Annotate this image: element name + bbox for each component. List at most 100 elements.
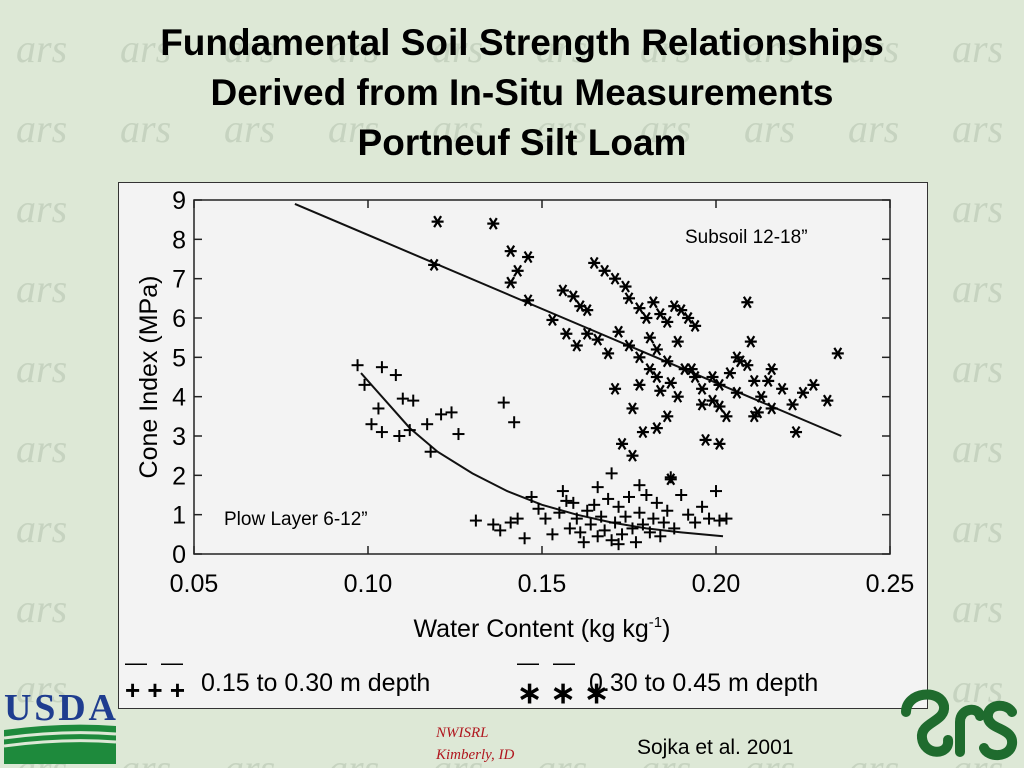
star-marker [522,250,535,264]
plus-marker [553,506,566,519]
y-tick-label: 3 [172,423,186,451]
x-axis-label: Water Content (kg kg-1) [414,614,671,643]
plus-marker [518,532,531,545]
plus-marker [616,528,629,541]
lab-name-line-2: Kimberly, ID [436,747,515,763]
star-marker [699,433,712,447]
plus-marker [668,522,681,535]
star-marker [602,347,615,360]
star-marker [650,422,663,435]
star-marker [765,402,778,415]
star-marker [807,378,820,391]
plus-marker [452,428,465,441]
fit-line-plow-layer [360,372,724,538]
plus-marker [602,492,615,505]
star-marker [504,245,517,258]
y-tick-label: 5 [172,344,186,372]
plus-marker [636,518,649,531]
star-marker [664,376,677,389]
plus-marker [584,518,597,531]
plus-marker [703,512,716,525]
star-marker [720,410,733,423]
plus-marker [661,504,674,517]
x-tick-label: 0.05 [170,570,219,598]
legend-marker-plus: + + + [125,675,185,705]
plus-marker [487,518,500,531]
plus-marker [633,506,646,519]
x-tick-label: 0.15 [518,570,567,598]
plus-marker [629,536,642,549]
star-marker [623,292,635,305]
plus-marker [375,361,388,374]
star-marker [762,374,775,388]
star-marker [744,335,757,348]
plus-marker [570,512,583,525]
lab-name-line-1: NWISRL [436,725,489,741]
plus-marker [633,479,646,492]
star-marker [626,449,639,462]
plus-marker [504,516,517,529]
plot-area [193,199,891,555]
x-axis-label-sup: -1 [649,614,662,631]
plus-marker [375,426,388,439]
star-marker [650,343,663,356]
star-marker [706,370,719,384]
plus-marker [424,445,437,458]
y-axis-ticks: 0 1 2 3 4 5 6 7 8 9 [172,187,890,569]
title-line-3: Portneuf Silt Loam [357,122,687,163]
plus-marker [546,528,559,541]
y-tick-label: 1 [172,502,186,530]
plus-marker [469,514,482,527]
fit-lines [294,202,842,538]
plus-marker [640,489,653,501]
plus-marker [623,490,635,503]
star-marker [504,276,517,289]
plus-marker [605,467,618,480]
ars-logo [901,689,1017,760]
plus-marker [577,536,590,549]
plus-marker [539,512,552,525]
legend-line-2: —— [517,650,575,675]
x-tick-label: 0.10 [344,570,393,598]
star-marker [588,256,601,270]
star-marker [570,339,583,352]
x-axis-ticks: 0.05 0.10 0.15 0.20 0.25 [170,200,914,598]
y-tick-label: 6 [172,305,186,333]
plus-marker [407,394,420,407]
plus-marker [421,418,434,431]
y-tick-label: 4 [172,384,186,412]
star-marker [671,390,684,403]
plus-marker [403,424,416,437]
star-marker [633,302,646,315]
star-marker [654,307,667,321]
star-marker [560,327,573,340]
annotation-plow-layer: Plow Layer 6-12” [224,509,368,530]
x-tick-label: 0.20 [692,570,741,598]
plus-marker [556,485,569,498]
star-marker [619,280,632,293]
star-marker [706,394,719,407]
star-marker [546,313,559,327]
star-marker [741,296,754,309]
plus-marker [508,416,521,429]
star-marker [643,331,656,344]
star-marker [661,315,674,329]
plus-marker [588,498,601,511]
title-line-2: Derived from In-Situ Measurements [210,72,834,113]
star-marker [591,333,604,346]
star-marker [522,294,535,307]
star-marker [556,284,569,297]
plus-marker [560,494,573,507]
star-marker [786,398,799,411]
star-marker [713,400,726,413]
star-marker [748,410,761,423]
star-marker [730,386,743,399]
star-marker [487,217,500,230]
star-marker [713,437,726,450]
star-marker [598,264,611,277]
star-marker [647,296,660,309]
star-marker [661,355,674,368]
legend: —— + + + 0.15 to 0.30 m depth —— ∗ ∗ ∗ 0… [125,650,818,708]
plus-marker [435,408,448,421]
chart-frame: 0 1 2 3 4 5 6 7 8 9 0.05 0.10 0.15 0.20 0.25 Cone Ind… [118,182,928,709]
